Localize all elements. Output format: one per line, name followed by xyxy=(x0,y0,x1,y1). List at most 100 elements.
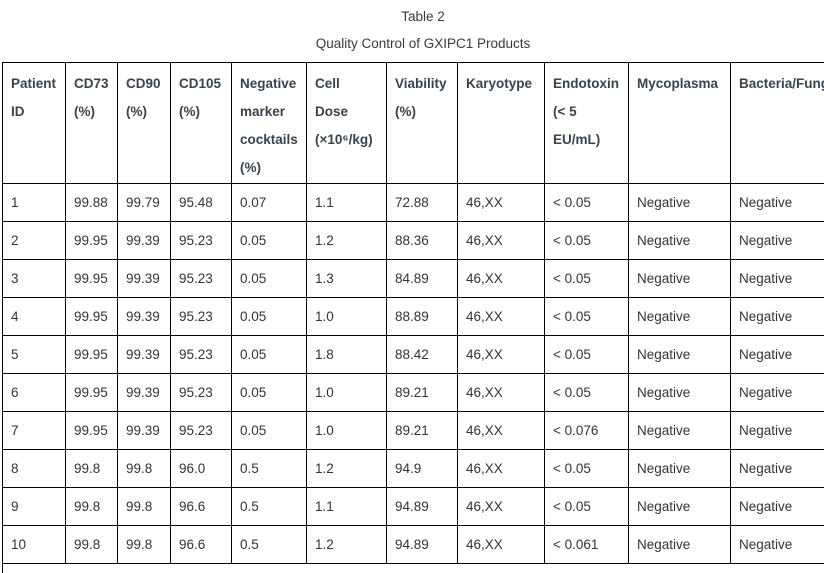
table-cell: < 0.05 xyxy=(544,183,629,222)
table-cell: Negative xyxy=(730,335,824,374)
table-row: 3 99.95 99.39 95.23 0.05 1.3 84.89 46,XX < 0.05 N… xyxy=(2,259,824,298)
table-cell: 95.23 xyxy=(170,335,232,374)
table-cell: Negative xyxy=(730,487,824,526)
header-cell-mycoplasma: Mycoplasma xyxy=(628,62,731,184)
table-cell: 99.8 xyxy=(117,487,171,526)
table-caption: Quality Control of GXIPC1 Products xyxy=(315,36,531,51)
table-cell: 46,XX xyxy=(457,221,545,260)
table-cell: Negative xyxy=(628,183,731,222)
table-cell: 0.05 xyxy=(231,411,307,450)
header-cell-patient-id: Patient ID xyxy=(2,62,66,184)
table-cell: 1.1 xyxy=(306,487,387,526)
table-cell: 99.79 xyxy=(117,183,171,222)
table-cell: 99.88 xyxy=(65,183,118,222)
table-heading: Table 2 Quality Control of GXIPC1 Produc… xyxy=(0,0,824,53)
table-cell: 99.95 xyxy=(65,373,118,412)
table-cell: 72.88 xyxy=(386,183,458,222)
table-cell: Negative xyxy=(730,183,824,222)
table-cell: 1 xyxy=(2,183,66,222)
table-cell: < 0.076 xyxy=(544,411,629,450)
table-cell: < 0.05 xyxy=(544,487,629,526)
table-cell: 99.39 xyxy=(117,297,171,336)
table-cell: 0.05 xyxy=(231,335,307,374)
table-cell: 46,XX xyxy=(457,487,545,526)
table-cell: < 0.05 xyxy=(544,449,629,488)
table-cell-empty xyxy=(66,564,118,573)
table-cell: 99.8 xyxy=(65,487,118,526)
table-cell: 46,XX xyxy=(457,411,545,450)
table-cell: Negative xyxy=(730,411,824,450)
table-cell: 88.42 xyxy=(386,335,458,374)
table-cell: 46,XX xyxy=(457,449,545,488)
table-cell: < 0.05 xyxy=(544,221,629,260)
table-cell: Negative xyxy=(628,221,731,260)
table-cell: 0.5 xyxy=(231,525,307,564)
table-cell: 96.6 xyxy=(170,525,232,564)
table-cell: 96.0 xyxy=(170,449,232,488)
table-cell: 6 xyxy=(2,373,66,412)
table-cell-empty xyxy=(2,563,66,573)
table-cell: Negative xyxy=(628,487,731,526)
table-cell: Negative xyxy=(730,449,824,488)
table-label: Table 2 xyxy=(401,9,445,24)
table-cell: 1.0 xyxy=(306,411,387,450)
table-cell: 95.23 xyxy=(170,373,232,412)
table-cell: Negative xyxy=(628,525,731,564)
table-cell: 0.05 xyxy=(231,297,307,336)
header-cell-viability: Viability (%) xyxy=(386,62,458,184)
header-cell-cd73: CD73 (%) xyxy=(65,62,118,184)
table-cell: 95.23 xyxy=(170,411,232,450)
table-cell: 0.5 xyxy=(231,487,307,526)
header-row: Patient ID CD73 (%) CD90 (%) CD105 (%) N… xyxy=(2,62,824,184)
table-cell-empty xyxy=(307,564,387,573)
table-cell: 89.21 xyxy=(386,411,458,450)
table-cell: < 0.05 xyxy=(544,335,629,374)
table-cell: 95.48 xyxy=(170,183,232,222)
table-cell: 99.95 xyxy=(65,335,118,374)
qc-table: Patient ID CD73 (%) CD90 (%) CD105 (%) N… xyxy=(2,62,824,573)
table-cell: Negative xyxy=(628,411,731,450)
table-cell: 99.8 xyxy=(117,525,171,564)
table-cell: Negative xyxy=(730,297,824,336)
table-row: 1 99.88 99.79 95.48 0.07 1.1 72.88 46,XX < 0.05 N… xyxy=(2,183,824,222)
table-cell: < 0.05 xyxy=(544,373,629,412)
table-cell: 0.05 xyxy=(231,221,307,260)
table-cell: 99.95 xyxy=(65,259,118,298)
table-cell: 46,XX xyxy=(457,373,545,412)
table-cell: 46,XX xyxy=(457,525,545,564)
table-cell-empty xyxy=(387,564,458,573)
table-cell: 99.95 xyxy=(65,297,118,336)
table-cell: 88.89 xyxy=(386,297,458,336)
table-cell: 46,XX xyxy=(457,183,545,222)
table-cell: 96.6 xyxy=(170,487,232,526)
header-cell-negative-markers: Negative marker cocktails (%) xyxy=(231,62,307,184)
table-row: 2 99.95 99.39 95.23 0.05 1.2 88.36 46,XX < 0.05 N… xyxy=(2,221,824,260)
table-cell: 9 xyxy=(2,487,66,526)
table-cell: 10 xyxy=(2,525,66,564)
table-cell: 8 xyxy=(2,449,66,488)
table-cell: 0.5 xyxy=(231,449,307,488)
table-cell: 99.39 xyxy=(117,221,171,260)
table-cell-empty xyxy=(458,564,545,573)
table-cell: 1.0 xyxy=(306,373,387,412)
table-cell: 95.23 xyxy=(170,297,232,336)
table-cell: 95.23 xyxy=(170,221,232,260)
table-cell: Negative xyxy=(628,297,731,336)
table-cell: < 0.05 xyxy=(544,297,629,336)
table-cell: 99.39 xyxy=(117,335,171,374)
header-cell-cd90: CD90 (%) xyxy=(117,62,171,184)
table-cell: 99.39 xyxy=(117,411,171,450)
table-cell: Negative xyxy=(628,335,731,374)
table-cell: Negative xyxy=(628,259,731,298)
table-row: 8 99.8 99.8 96.0 0.5 1.2 94.9 46,XX < 0.05 Negati… xyxy=(2,449,824,488)
header-cell-endotoxin: Endotoxin (< 5 EU/mL) xyxy=(544,62,629,184)
table-cell: 2 xyxy=(2,221,66,260)
table-cell: Negative xyxy=(730,525,824,564)
table-cell: 94.89 xyxy=(386,525,458,564)
table-cell: < 0.061 xyxy=(544,525,629,564)
table-cell: 1.2 xyxy=(306,221,387,260)
table-cell: 99.8 xyxy=(117,449,171,488)
table-cell-empty xyxy=(118,564,171,573)
table-row: 9 99.8 99.8 96.6 0.5 1.1 94.89 46,XX < 0.05 Negat… xyxy=(2,487,824,526)
